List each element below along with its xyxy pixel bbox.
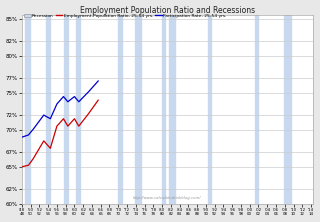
Bar [284,15,291,204]
Bar [255,15,258,204]
Bar [162,15,164,204]
Bar [135,15,141,204]
Text: http://www.calculatedriskblog.com/: http://www.calculatedriskblog.com/ [133,196,202,200]
Bar [118,15,122,204]
Legend: Recession, Employment-Population Ratio, 25-54 yrs., Participation Rate, 25-54 yr: Recession, Employment-Population Ratio, … [24,14,226,18]
Bar [76,15,80,204]
Bar [169,15,175,204]
Title: Employment Population Ratio and Recessions: Employment Population Ratio and Recessio… [80,6,255,15]
Bar [64,15,68,204]
Bar [46,15,50,204]
Bar [25,15,30,204]
Bar [208,15,212,204]
